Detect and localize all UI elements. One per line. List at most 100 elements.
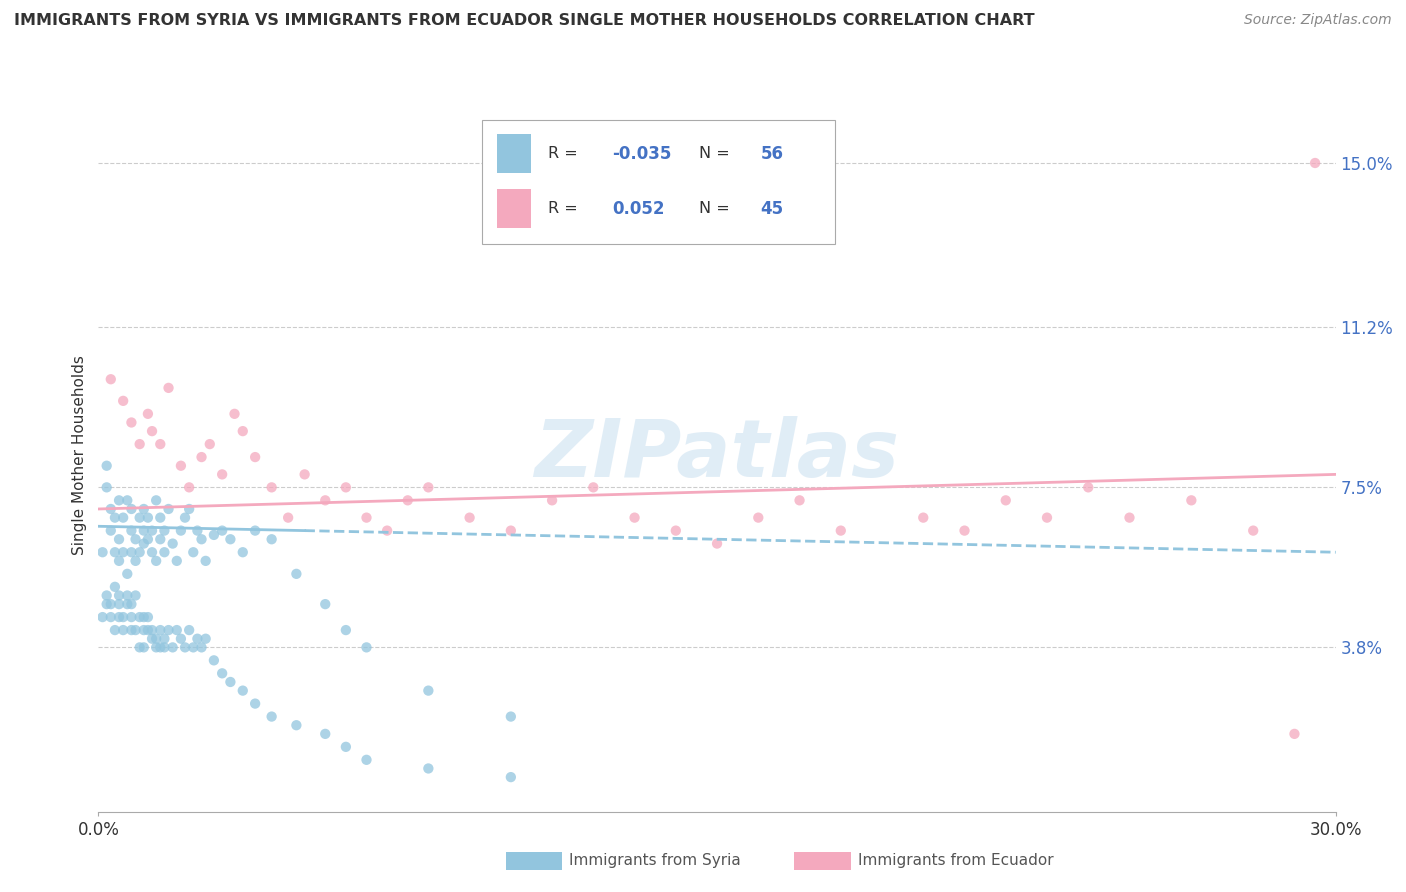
Point bbox=[120, 524, 142, 538]
Point bbox=[166, 623, 188, 637]
Point bbox=[356, 640, 378, 655]
Point bbox=[190, 450, 212, 464]
Point bbox=[190, 533, 212, 547]
Point bbox=[211, 467, 233, 482]
Point bbox=[136, 623, 159, 637]
Text: IMMIGRANTS FROM SYRIA VS IMMIGRANTS FROM ECUADOR SINGLE MOTHER HOUSEHOLDS CORREL: IMMIGRANTS FROM SYRIA VS IMMIGRANTS FROM… bbox=[14, 13, 1035, 29]
Text: R =: R = bbox=[547, 146, 582, 161]
Point bbox=[100, 524, 122, 538]
Point bbox=[120, 502, 142, 516]
Point bbox=[162, 640, 184, 655]
Point bbox=[314, 493, 336, 508]
Point bbox=[100, 502, 122, 516]
Point bbox=[100, 372, 122, 386]
Point bbox=[232, 545, 254, 559]
Point bbox=[285, 718, 308, 732]
Point bbox=[194, 632, 217, 646]
Point bbox=[260, 533, 283, 547]
Point bbox=[124, 554, 146, 568]
Point bbox=[112, 393, 135, 408]
Point bbox=[294, 467, 316, 482]
Point bbox=[260, 480, 283, 494]
Point bbox=[136, 533, 159, 547]
Point bbox=[243, 450, 266, 464]
Point bbox=[170, 458, 193, 473]
Point bbox=[202, 653, 225, 667]
Point bbox=[117, 493, 139, 508]
Point bbox=[243, 697, 266, 711]
Point bbox=[96, 480, 118, 494]
Point bbox=[145, 632, 167, 646]
Point bbox=[149, 533, 172, 547]
Point bbox=[335, 739, 357, 754]
Point bbox=[132, 640, 155, 655]
Point bbox=[112, 623, 135, 637]
Text: Immigrants from Syria: Immigrants from Syria bbox=[569, 854, 741, 868]
Point bbox=[132, 502, 155, 516]
Point bbox=[179, 480, 201, 494]
Point bbox=[145, 554, 167, 568]
Point bbox=[145, 640, 167, 655]
Text: 0.052: 0.052 bbox=[612, 200, 665, 218]
FancyBboxPatch shape bbox=[482, 120, 835, 244]
Bar bbox=[496, 189, 531, 228]
Point bbox=[166, 554, 188, 568]
Point bbox=[541, 493, 564, 508]
Point bbox=[141, 545, 163, 559]
Point bbox=[186, 632, 208, 646]
Point bbox=[458, 510, 481, 524]
Point bbox=[219, 675, 242, 690]
Point bbox=[277, 510, 299, 524]
Point bbox=[418, 683, 440, 698]
Point bbox=[181, 545, 204, 559]
Point bbox=[396, 493, 419, 508]
Point bbox=[747, 510, 769, 524]
Point bbox=[174, 510, 197, 524]
Point bbox=[149, 623, 172, 637]
Point bbox=[112, 510, 135, 524]
Point bbox=[285, 566, 308, 581]
Point bbox=[120, 545, 142, 559]
Point bbox=[153, 640, 176, 655]
Point bbox=[211, 524, 233, 538]
Point bbox=[91, 545, 114, 559]
Point bbox=[179, 623, 201, 637]
Point bbox=[91, 610, 114, 624]
Text: R =: R = bbox=[547, 202, 582, 216]
Point bbox=[100, 597, 122, 611]
Point bbox=[112, 545, 135, 559]
Point bbox=[314, 727, 336, 741]
Point bbox=[145, 493, 167, 508]
Point bbox=[582, 480, 605, 494]
Point bbox=[162, 536, 184, 550]
Point bbox=[124, 623, 146, 637]
Text: Source: ZipAtlas.com: Source: ZipAtlas.com bbox=[1244, 13, 1392, 28]
Point bbox=[665, 524, 688, 538]
Text: 45: 45 bbox=[761, 200, 783, 218]
Point bbox=[260, 709, 283, 723]
Point bbox=[128, 640, 150, 655]
Point bbox=[136, 610, 159, 624]
Point bbox=[224, 407, 246, 421]
Point bbox=[356, 510, 378, 524]
Point bbox=[202, 528, 225, 542]
Point bbox=[157, 502, 180, 516]
Y-axis label: Single Mother Households: Single Mother Households bbox=[72, 355, 87, 555]
Point bbox=[132, 524, 155, 538]
Point bbox=[623, 510, 645, 524]
Point bbox=[830, 524, 852, 538]
Point bbox=[194, 554, 217, 568]
Point bbox=[117, 589, 139, 603]
Point bbox=[141, 524, 163, 538]
Point bbox=[211, 666, 233, 681]
Point bbox=[124, 533, 146, 547]
Point bbox=[117, 597, 139, 611]
Bar bbox=[496, 134, 531, 173]
Point bbox=[174, 640, 197, 655]
Point bbox=[1077, 480, 1099, 494]
Text: N =: N = bbox=[699, 146, 734, 161]
Point bbox=[418, 480, 440, 494]
Point bbox=[104, 580, 127, 594]
Point bbox=[153, 545, 176, 559]
Point bbox=[186, 524, 208, 538]
